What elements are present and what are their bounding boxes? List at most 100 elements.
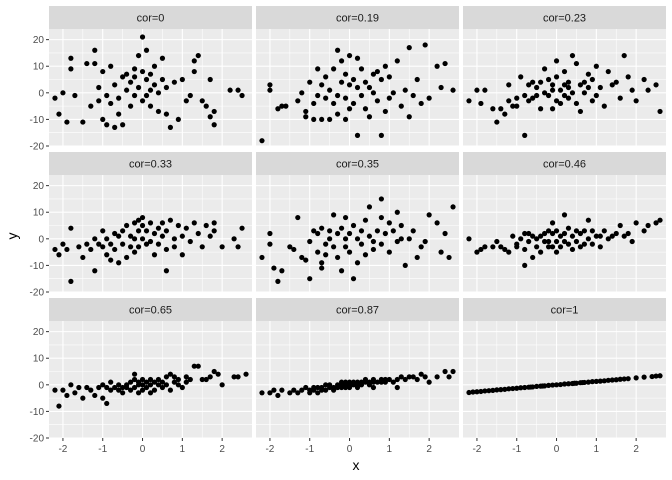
data-point [338,79,345,85]
data-point [275,392,281,399]
data-point [112,384,118,391]
data-point [331,66,337,72]
data-point [96,98,102,104]
data-point [319,387,325,393]
data-point [549,220,556,226]
data-point [271,387,277,393]
facet-label: cor=0.46 [543,159,586,171]
data-point [68,278,74,284]
data-point [100,228,106,234]
data-point [569,233,576,239]
data-point [331,387,337,393]
data-point [510,103,516,109]
data-point [446,254,452,261]
x-tick-label: -1 [98,444,107,455]
data-point [143,241,150,247]
data-point [641,228,647,234]
data-point [609,82,615,88]
data-point [203,222,209,229]
data-point [414,254,420,261]
x-tick-label: 0 [554,444,560,455]
data-point [514,103,520,109]
data-point [561,68,568,75]
data-point [370,71,377,77]
data-point [466,236,472,242]
data-point [68,225,74,231]
data-point [215,371,221,377]
data-point [366,204,373,210]
data-point [207,76,213,83]
data-point [390,228,396,234]
data-point [307,390,313,396]
data-point [526,230,532,237]
data-point [613,230,619,237]
data-point [506,386,512,392]
data-point [299,387,305,393]
data-point [124,71,130,77]
data-point [287,244,293,250]
x-tick-label: 2 [219,444,225,455]
data-point [171,244,177,250]
data-point [128,387,134,393]
data-point [342,236,349,242]
facet-label: cor=1 [551,305,579,317]
data-point [442,60,448,67]
data-point [315,249,321,255]
data-point [657,108,663,115]
facet-label: cor=0.65 [129,305,172,317]
data-point [426,95,432,101]
data-point [553,249,560,255]
data-point [540,383,546,389]
data-point [406,236,412,242]
data-point [617,95,623,101]
data-point [557,381,564,388]
data-point [167,124,173,130]
data-point [605,377,611,383]
data-point [52,387,58,393]
y-tick-label: -10 [30,115,45,126]
data-point [446,374,452,380]
data-point [147,390,154,396]
data-point [191,220,197,226]
data-point [410,92,416,99]
data-point [534,383,540,390]
data-point [235,244,241,250]
data-point [315,230,321,237]
data-point [561,381,568,387]
facet-label: cor=0 [137,13,165,25]
data-point [362,376,369,383]
data-point [235,374,241,380]
data-point [593,378,599,384]
data-point [299,90,305,96]
data-point [151,387,158,393]
data-point [323,382,329,388]
data-point [179,252,185,258]
data-point [478,388,484,395]
data-point [155,241,162,247]
data-point [370,376,377,383]
x-axis: -2 -1 0 1 2 -2 -1 0 1 2 -2 -1 0 1 2 [58,438,639,455]
data-point [378,214,384,221]
data-point [76,384,82,391]
y-tick-label: -10 [30,261,45,272]
data-point [175,222,181,229]
data-point [191,68,197,75]
data-point [108,241,114,247]
data-point [482,388,488,394]
data-point [283,103,289,109]
data-point [530,233,536,239]
data-point [506,82,512,88]
facet-label: cor=0.87 [336,305,379,317]
data-point [346,52,353,59]
data-point [506,98,512,104]
data-point [112,230,118,237]
data-point [601,103,607,109]
data-point [478,100,484,107]
y-tick-label: 10 [33,62,45,73]
data-point [653,82,659,88]
data-point [167,217,173,223]
data-point [498,387,504,393]
data-point [589,379,595,385]
data-point [545,382,552,388]
